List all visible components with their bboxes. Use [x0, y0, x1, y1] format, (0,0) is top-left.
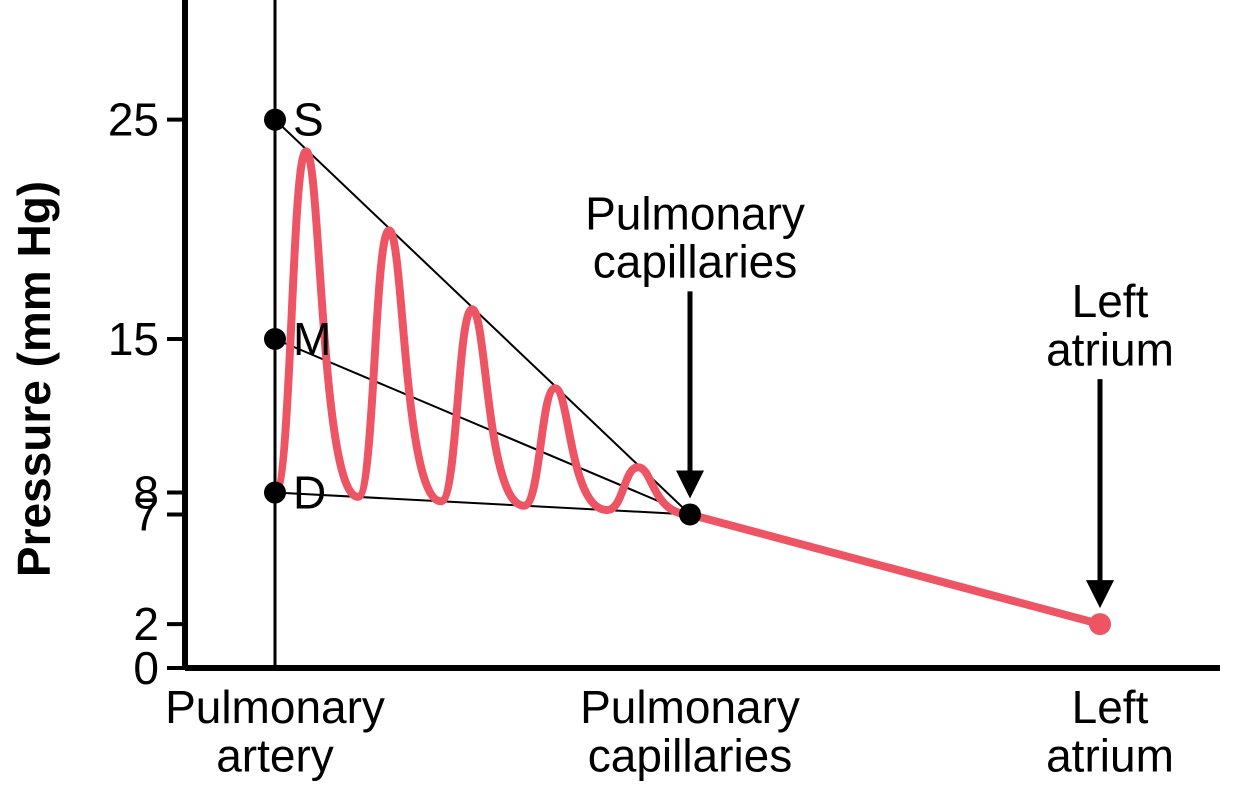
pa-label-S: S: [293, 94, 324, 146]
pa-label-D: D: [293, 467, 326, 519]
anno-pc: Pulmonarycapillaries: [585, 187, 805, 287]
y-axis-label: Pressure (mm Hg): [8, 181, 60, 577]
pa-dot-M: [264, 328, 286, 350]
y-tick-label: 8: [133, 467, 159, 519]
y-tick-label: 15: [108, 313, 159, 365]
la-dot: [1089, 613, 1111, 635]
y-tick-label: 2: [133, 598, 159, 650]
pa-dot-S: [264, 109, 286, 131]
pc-dot: [679, 503, 701, 525]
y-tick-label: 25: [108, 94, 159, 146]
pa-dot-D: [264, 482, 286, 504]
pressure-chart: Pressure (mm Hg)02781525SMDPulmonarycapi…: [0, 0, 1239, 809]
x-label-pc: Pulmonarycapillaries: [580, 681, 800, 781]
pa-label-M: M: [293, 313, 331, 365]
